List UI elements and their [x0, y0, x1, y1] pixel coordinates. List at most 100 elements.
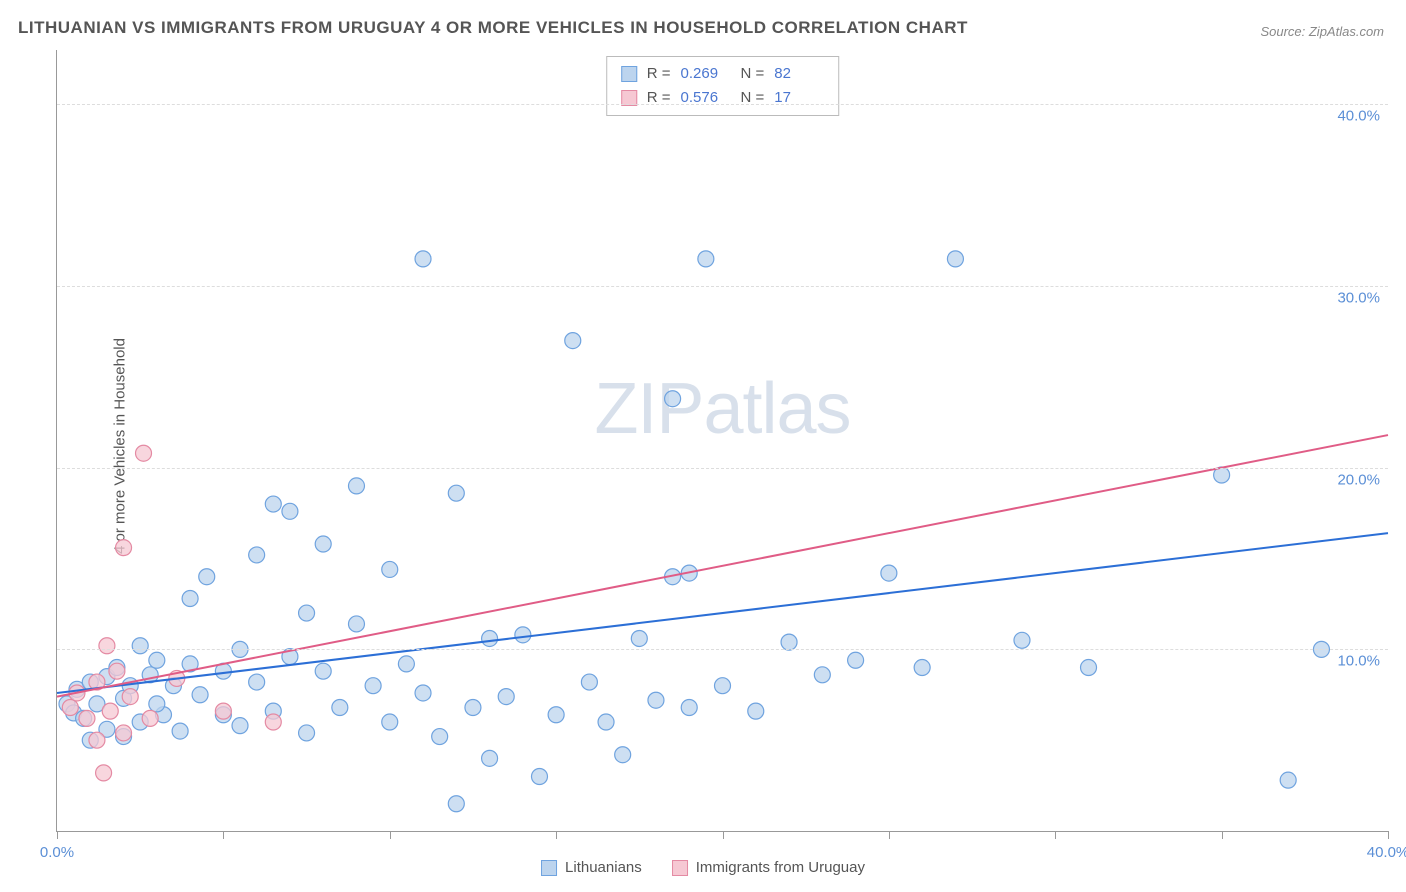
scatter-point [96, 765, 112, 781]
scatter-point [315, 536, 331, 552]
gridline [57, 468, 1388, 469]
scatter-point [848, 652, 864, 668]
scatter-point [432, 729, 448, 745]
scatter-point [382, 561, 398, 577]
x-tick [223, 831, 224, 839]
gridline [57, 286, 1388, 287]
stat-n-label: N = [741, 86, 765, 110]
scatter-point [365, 678, 381, 694]
scatter-point [315, 663, 331, 679]
x-tick [723, 831, 724, 839]
scatter-point [698, 251, 714, 267]
legend-item: Lithuanians [541, 859, 642, 876]
scatter-point [748, 703, 764, 719]
legend-bottom: Lithuanians Immigrants from Uruguay [541, 859, 865, 876]
scatter-point [172, 723, 188, 739]
stat-n-label: N = [741, 62, 765, 86]
scatter-point [149, 696, 165, 712]
scatter-point [332, 699, 348, 715]
scatter-point [192, 687, 208, 703]
stat-r-value: 0.576 [681, 86, 731, 110]
x-tick [390, 831, 391, 839]
scatter-point [199, 569, 215, 585]
scatter-point [947, 251, 963, 267]
stats-row: R =0.269N =82 [621, 62, 825, 86]
legend-swatch [672, 860, 688, 876]
x-tick [556, 831, 557, 839]
scatter-point [448, 485, 464, 501]
x-tick [1388, 831, 1389, 839]
plot-svg [57, 50, 1388, 831]
scatter-point [265, 496, 281, 512]
scatter-point [182, 591, 198, 607]
chart-title: LITHUANIAN VS IMMIGRANTS FROM URUGUAY 4 … [18, 18, 968, 38]
scatter-point [498, 689, 514, 705]
scatter-point [814, 667, 830, 683]
scatter-point [109, 663, 125, 679]
scatter-point [648, 692, 664, 708]
x-tick [57, 831, 58, 839]
stats-row: R = 0.576 N = 17 [621, 86, 825, 110]
scatter-point [215, 703, 231, 719]
scatter-point [415, 685, 431, 701]
x-tick [1055, 831, 1056, 839]
scatter-point [448, 796, 464, 812]
scatter-point [282, 503, 298, 519]
scatter-point [249, 674, 265, 690]
scatter-point [598, 714, 614, 730]
plot-area: ZIPatlas R =0.269N =82R =0.576N =17 10.0… [56, 50, 1388, 832]
y-tick-label: 10.0% [1337, 653, 1380, 670]
scatter-point [715, 678, 731, 694]
x-tick [889, 831, 890, 839]
scatter-point [615, 747, 631, 763]
scatter-point [914, 660, 930, 676]
scatter-point [122, 689, 138, 705]
x-tick [1222, 831, 1223, 839]
scatter-point [102, 703, 118, 719]
scatter-point [482, 750, 498, 766]
y-tick-label: 30.0% [1337, 290, 1380, 307]
scatter-point [142, 710, 158, 726]
scatter-point [681, 699, 697, 715]
scatter-point [299, 605, 315, 621]
scatter-point [781, 634, 797, 650]
scatter-point [581, 674, 597, 690]
scatter-point [299, 725, 315, 741]
y-tick-label: 20.0% [1337, 471, 1380, 488]
stat-n-value: 82 [774, 62, 824, 86]
scatter-point [62, 699, 78, 715]
scatter-point [265, 714, 281, 730]
scatter-point [136, 445, 152, 461]
scatter-point [398, 656, 414, 672]
legend-label: Lithuanians [565, 859, 642, 876]
x-tick-label: 0.0% [40, 844, 74, 861]
scatter-point [665, 391, 681, 407]
scatter-point [89, 732, 105, 748]
x-tick-label: 40.0% [1367, 844, 1406, 861]
source-credit: Source: ZipAtlas.com [1260, 24, 1384, 39]
scatter-point [132, 638, 148, 654]
scatter-point [382, 714, 398, 730]
legend-item: Immigrants from Uruguay [672, 859, 865, 876]
scatter-point [249, 547, 265, 563]
scatter-point [415, 251, 431, 267]
y-tick-label: 40.0% [1337, 108, 1380, 125]
scatter-point [79, 710, 95, 726]
scatter-point [348, 478, 364, 494]
scatter-point [99, 638, 115, 654]
stat-n-value: 17 [774, 86, 824, 110]
scatter-point [1081, 660, 1097, 676]
scatter-point [232, 718, 248, 734]
scatter-point [465, 699, 481, 715]
scatter-point [531, 769, 547, 785]
legend-label: Immigrants from Uruguay [696, 859, 865, 876]
legend-swatch [621, 66, 637, 82]
trend-line [57, 435, 1388, 697]
stat-r-label: R = [647, 86, 671, 110]
scatter-point [881, 565, 897, 581]
scatter-point [1014, 632, 1030, 648]
scatter-point [1280, 772, 1296, 788]
legend-swatch [541, 860, 557, 876]
scatter-point [149, 652, 165, 668]
scatter-point [348, 616, 364, 632]
